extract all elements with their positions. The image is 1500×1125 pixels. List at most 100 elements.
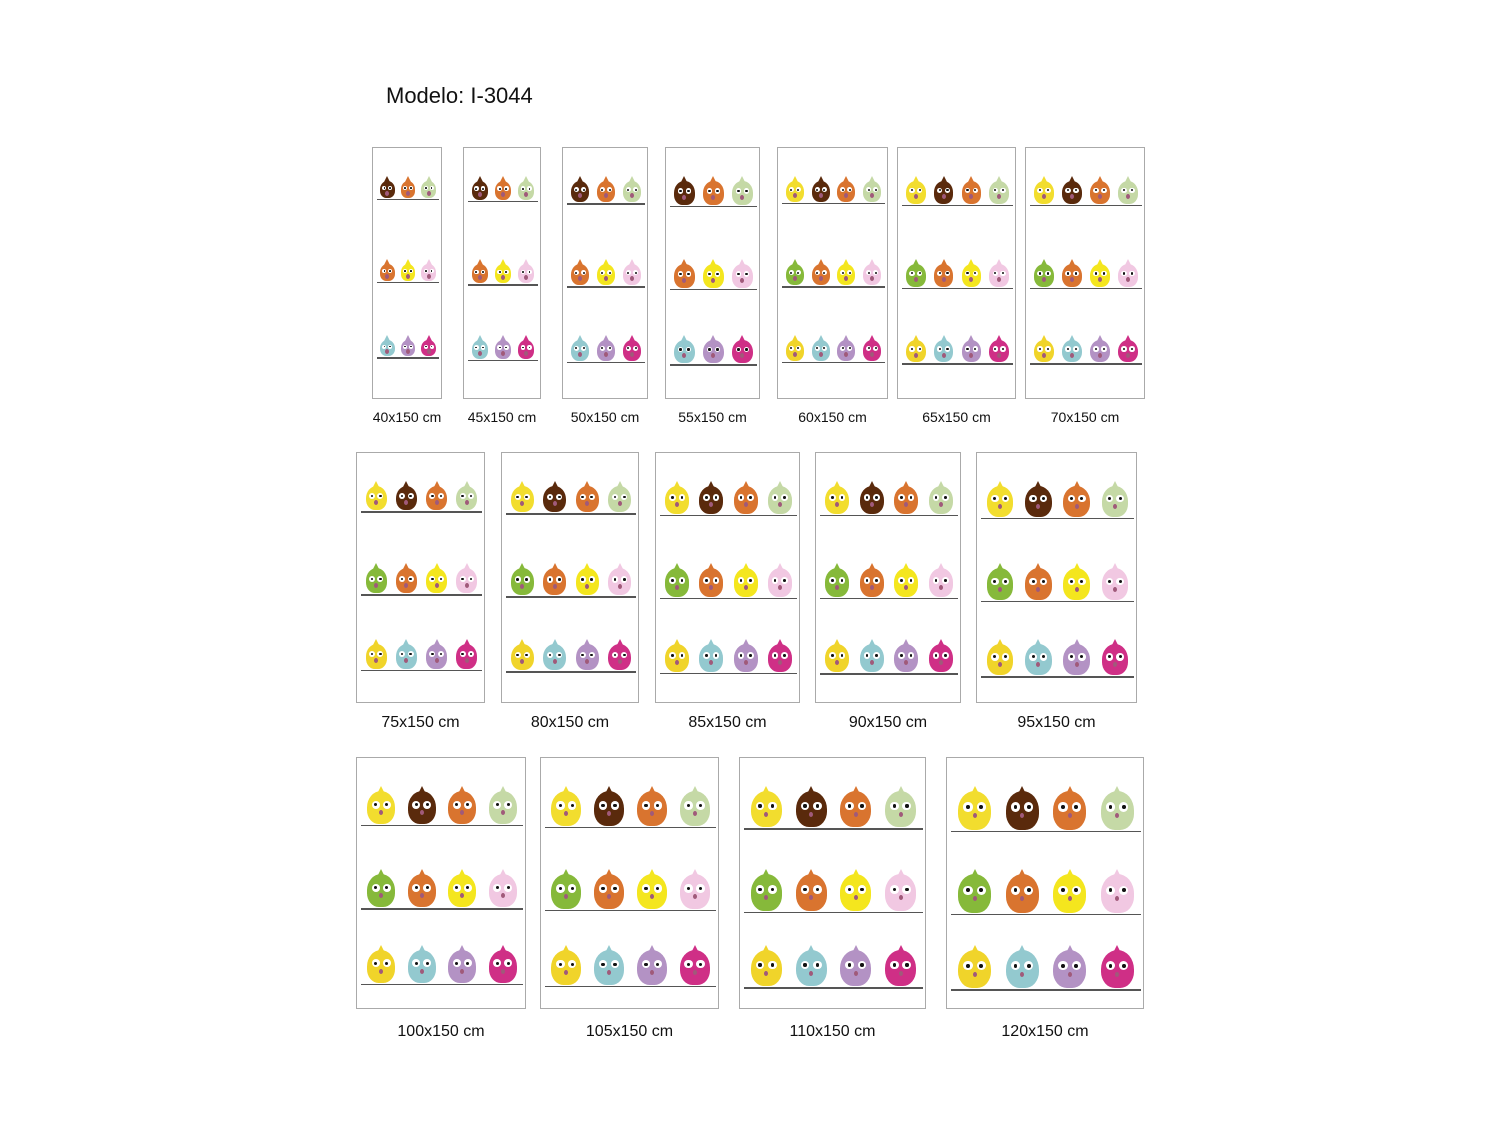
bird-illustration: [510, 480, 534, 513]
bird-illustration: [906, 175, 926, 204]
perch-line: [782, 202, 885, 205]
perch-line: [744, 911, 923, 914]
bird-illustration: [961, 258, 982, 287]
perch-line: [506, 596, 636, 598]
bird-illustration: [365, 638, 387, 669]
bird-illustration: [665, 563, 690, 597]
wallpaper-panel-preview: [1025, 147, 1145, 399]
bird-illustration: [679, 944, 710, 985]
bird-illustration: [1063, 480, 1090, 517]
wallpaper-panel-preview: [976, 452, 1137, 703]
wallpaper-panel-preview: [665, 147, 760, 399]
perch-line: [468, 200, 538, 203]
wallpaper-panel-preview: [501, 452, 639, 703]
perch-line: [902, 363, 1013, 365]
bird-illustration: [488, 868, 517, 908]
bird-illustration: [986, 563, 1014, 600]
bird-illustration: [1062, 258, 1082, 287]
perch-line: [951, 830, 1141, 833]
bird-illustration: [767, 480, 792, 514]
bird-illustration: [395, 563, 417, 594]
bird-illustration: [732, 175, 753, 205]
bird-illustration: [636, 868, 667, 909]
bird-illustration: [795, 944, 827, 987]
wallpaper-panel-preview: [655, 452, 800, 703]
bird-illustration: [510, 563, 534, 596]
perch-line: [981, 600, 1134, 603]
bird-illustration: [518, 258, 535, 284]
bird-illustration: [426, 480, 448, 511]
bird-illustration: [906, 334, 926, 363]
panel-size-label: 80x150 cm: [530, 714, 610, 731]
bird-illustration: [380, 175, 395, 198]
bird-illustration: [494, 334, 512, 359]
bird-illustration: [928, 480, 953, 514]
bird-illustration: [1053, 868, 1087, 913]
bird-illustration: [785, 258, 804, 286]
bird-illustration: [518, 175, 535, 200]
perch-line: [744, 987, 923, 989]
bird-illustration: [933, 258, 954, 287]
bird-illustration: [837, 258, 856, 286]
bird-illustration: [426, 563, 448, 594]
bird-illustration: [407, 785, 436, 824]
perch-line: [567, 203, 645, 205]
bird-illustration: [840, 944, 872, 987]
bird-illustration: [594, 944, 624, 985]
bird-illustration: [1025, 563, 1052, 600]
panel-size-label: 120x150 cm: [1001, 1023, 1089, 1040]
bird-illustration: [1090, 258, 1110, 287]
bird-illustration: [365, 563, 387, 594]
bird-illustration: [608, 480, 632, 513]
bird-illustration: [733, 563, 758, 597]
bird-illustration: [1005, 868, 1039, 913]
perch-line: [670, 364, 757, 366]
perch-line: [660, 672, 797, 675]
bird-illustration: [989, 175, 1009, 204]
bird-illustration: [551, 944, 582, 985]
bird-illustration: [1005, 944, 1039, 989]
bird-illustration: [1100, 868, 1134, 913]
bird-illustration: [732, 258, 753, 288]
panel-size-label: 40x150 cm: [372, 409, 442, 425]
bird-illustration: [750, 785, 782, 828]
bird-illustration: [551, 785, 582, 826]
bird-illustration: [570, 334, 590, 361]
bird-illustration: [494, 258, 512, 284]
bird-illustration: [471, 258, 488, 284]
bird-illustration: [811, 175, 830, 202]
bird-illustration: [594, 785, 624, 826]
bird-illustration: [1025, 480, 1052, 517]
bird-illustration: [1118, 258, 1138, 287]
bird-illustration: [674, 334, 695, 364]
perch-line: [782, 361, 885, 364]
bird-illustration: [570, 258, 590, 286]
bird-illustration: [733, 480, 758, 514]
panel-size-label: 75x150 cm: [381, 714, 460, 731]
bird-illustration: [596, 175, 616, 203]
panel-size-label: 50x150 cm: [570, 409, 640, 425]
bird-illustration: [448, 944, 477, 983]
perch-line: [1030, 363, 1142, 365]
perch-line: [545, 985, 716, 988]
bird-illustration: [510, 638, 534, 671]
bird-illustration: [933, 334, 954, 363]
bird-illustration: [380, 334, 395, 357]
perch-line: [468, 359, 538, 362]
bird-illustration: [448, 868, 477, 908]
perch-line: [902, 204, 1013, 206]
perch-line: [567, 286, 645, 288]
perch-line: [377, 198, 439, 201]
bird-illustration: [395, 480, 417, 511]
bird-illustration: [543, 563, 567, 596]
bird-illustration: [961, 175, 982, 204]
bird-illustration: [933, 175, 954, 204]
panel-size-label: 60x150 cm: [798, 409, 867, 425]
perch-line: [820, 597, 958, 600]
bird-illustration: [699, 480, 724, 514]
bird-illustration: [674, 258, 695, 288]
bird-illustration: [421, 175, 436, 198]
bird-illustration: [1090, 334, 1110, 363]
bird-illustration: [928, 638, 953, 673]
model-title: Modelo: I-3044: [386, 83, 533, 108]
